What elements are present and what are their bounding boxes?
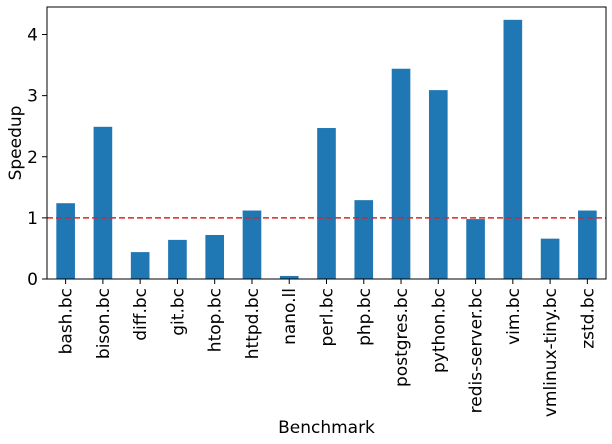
- x-axis: bash.bc bison.bc diff.bc git.bc htop.bc httpd…: [57, 279, 598, 417]
- x-tick-label: htop.bc: [206, 288, 226, 352]
- bar-zstd-bc: [578, 210, 597, 279]
- y-axis-title: Speedup: [6, 106, 26, 181]
- bar-vmlinux-tiny-bc: [540, 238, 560, 279]
- y-tick-label: 3: [27, 87, 38, 107]
- bar-httpd-bc: [242, 210, 262, 279]
- x-tick-label: postgres.bc: [392, 288, 412, 387]
- x-tick-label: perl.bc: [318, 288, 338, 347]
- x-tick-label: redis-server.bc: [467, 288, 487, 413]
- bars-group: [56, 19, 597, 280]
- bar-htop-bc: [205, 234, 225, 279]
- bar-git-bc: [168, 239, 187, 279]
- bar-perl-bc: [317, 128, 336, 279]
- x-tick-label: php.bc: [355, 288, 375, 346]
- x-axis-title: Benchmark: [278, 418, 375, 438]
- x-tick-label: nano.ll: [280, 288, 300, 345]
- bar-redis-server-bc: [466, 219, 485, 279]
- y-tick-label: 1: [27, 209, 38, 229]
- bar-postgres-bc: [391, 68, 411, 279]
- x-tick-label: vmlinux-tiny.bc: [541, 288, 561, 417]
- x-tick-label: git.bc: [168, 288, 188, 336]
- y-tick-label: 4: [27, 26, 38, 46]
- bar-diff-bc: [130, 252, 150, 279]
- y-axis: 0 1 2 3 4: [27, 26, 47, 290]
- x-tick-label: zstd.bc: [578, 288, 598, 349]
- bar-bison-bc: [93, 126, 113, 279]
- x-tick-label: httpd.bc: [243, 288, 263, 359]
- x-tick-label: diff.bc: [131, 288, 151, 341]
- bar-php-bc: [354, 200, 374, 279]
- x-tick-label: vim.bc: [504, 288, 524, 345]
- y-tick-label: 0: [27, 270, 38, 290]
- bar-vim-bc: [503, 19, 523, 279]
- bar-bash-bc: [56, 203, 75, 279]
- y-tick-label: 2: [27, 148, 38, 168]
- bar-nano-ll: [279, 275, 299, 279]
- x-tick-label: python.bc: [429, 288, 449, 373]
- x-tick-label: bison.bc: [94, 288, 114, 359]
- x-tick-label: bash.bc: [57, 288, 77, 354]
- bar-python-bc: [428, 90, 448, 280]
